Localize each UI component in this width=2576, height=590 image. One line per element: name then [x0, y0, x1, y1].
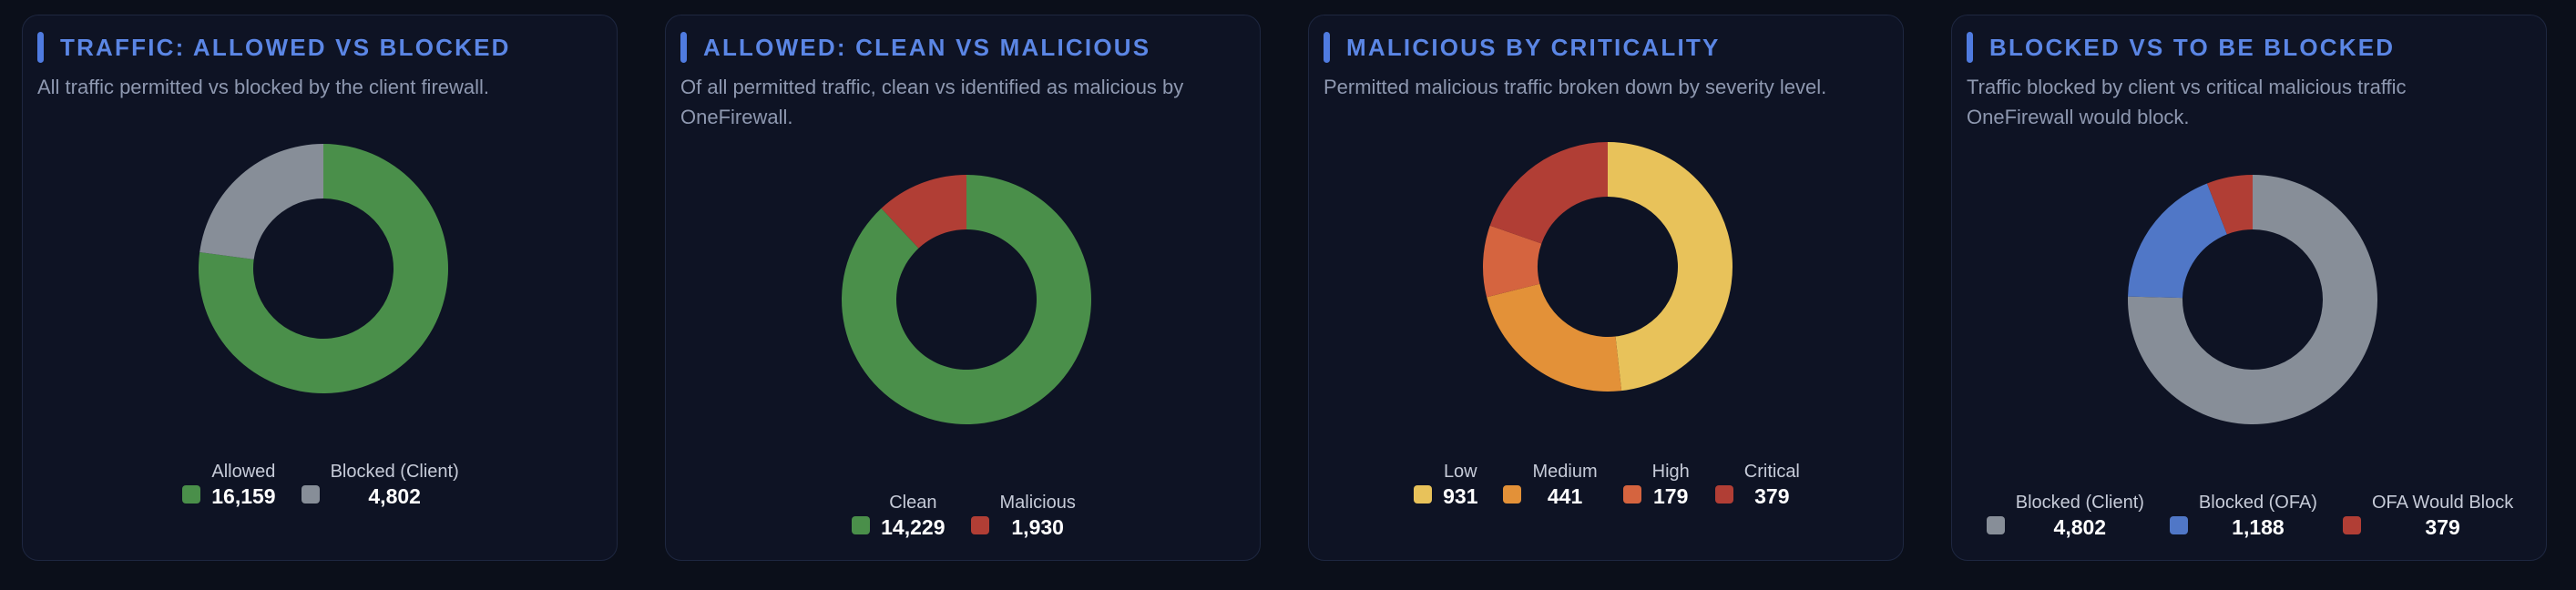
title-accent-bar: [680, 32, 687, 63]
legend-text: Clean 14,229: [881, 491, 945, 540]
slice-clean[interactable]: [842, 175, 1091, 424]
legend-label: High: [1651, 462, 1690, 482]
slice-low[interactable]: [1608, 142, 1733, 392]
legend-item-blocked-client[interactable]: Blocked (Client) 4,802: [1986, 491, 2144, 540]
legend-label: Critical: [1743, 462, 1800, 482]
legend-label: Malicious: [999, 493, 1076, 513]
donut-chart: [199, 144, 448, 393]
slice-allowed[interactable]: [199, 144, 448, 393]
chart-card-allowed: ALLOWED: CLEAN VS MALICIOUS Of all permi…: [665, 15, 1261, 561]
slice-blocked-client[interactable]: [2128, 175, 2377, 424]
legend-item-low[interactable]: Low 931: [1414, 460, 1477, 509]
legend-value: 14,229: [881, 515, 946, 539]
card-title: BLOCKED VS TO BE BLOCKED: [1989, 33, 2396, 61]
legend-item-allowed[interactable]: Allowed 16,159: [182, 460, 276, 509]
legend-value: 4,802: [2053, 515, 2107, 539]
legend-swatch: [1622, 485, 1641, 504]
legend-item-clean[interactable]: Clean 14,229: [852, 491, 946, 540]
card-header: BLOCKED VS TO BE BLOCKED: [1967, 32, 2395, 63]
chart-legend: Blocked (Client) 4,802 Blocked (OFA) 1,188 O…: [1952, 491, 2548, 540]
legend-swatch: [182, 485, 201, 504]
legend-swatch: [1503, 485, 1522, 504]
legend-text: Blocked (OFA) 1,188: [2199, 491, 2317, 540]
legend-text: Blocked (Client) 4,802: [331, 460, 459, 509]
legend-swatch: [1414, 485, 1433, 504]
slice-blocked-ofa[interactable]: [2128, 183, 2227, 299]
card-title: MALICIOUS BY CRITICALITY: [1346, 33, 1721, 61]
legend-swatch: [2342, 516, 2361, 534]
donut-chart: [2128, 175, 2377, 424]
legend-swatch: [1714, 485, 1733, 504]
slice-ofa-would-block[interactable]: [2206, 175, 2253, 235]
legend-value: 379: [2425, 515, 2460, 539]
legend-value: 1,188: [2232, 515, 2285, 539]
legend-text: Malicious 1,930: [1000, 491, 1076, 540]
card-header: MALICIOUS BY CRITICALITY: [1324, 32, 1721, 63]
legend-value: 441: [1547, 484, 1583, 508]
legend-swatch: [852, 516, 871, 534]
legend-label: Low: [1443, 462, 1477, 482]
card-header: ALLOWED: CLEAN VS MALICIOUS: [680, 32, 1150, 63]
card-description: All traffic permitted vs blocked by the …: [37, 76, 490, 98]
legend-value: 931: [1443, 484, 1478, 508]
card-header: TRAFFIC: ALLOWED VS BLOCKED: [37, 32, 511, 63]
legend-text: Blocked (Client) 4,802: [2016, 491, 2144, 540]
legend-value: 4,802: [368, 484, 421, 508]
card-title: TRAFFIC: ALLOWED VS BLOCKED: [60, 33, 511, 61]
legend-item-ofa-would-block[interactable]: OFA Would Block 379: [2342, 491, 2513, 540]
legend-item-blocked-ofa[interactable]: Blocked (OFA) 1,188: [2169, 491, 2317, 540]
title-accent-bar: [1324, 32, 1330, 63]
legend-value: 1,930: [1011, 515, 1064, 539]
slice-malicious[interactable]: [881, 175, 966, 249]
legend-label: Blocked (Client): [330, 462, 459, 482]
legend-swatch: [301, 485, 320, 504]
legend-swatch: [970, 516, 989, 534]
card-title: ALLOWED: CLEAN VS MALICIOUS: [703, 33, 1151, 61]
legend-text: Critical 379: [1744, 460, 1800, 509]
legend-text: Low 931: [1443, 460, 1477, 509]
legend-label: OFA Would Block: [2371, 493, 2514, 513]
chart-card-blocked: BLOCKED VS TO BE BLOCKED Traffic blocked…: [1951, 15, 2547, 561]
legend-label: Medium: [1532, 462, 1598, 482]
legend-label: Blocked (OFA): [2198, 493, 2317, 513]
legend-value: 16,159: [211, 484, 276, 508]
chart-card-criticality: MALICIOUS BY CRITICALITY Permitted malic…: [1308, 15, 1904, 561]
card-description: Permitted malicious traffic broken down …: [1324, 76, 1827, 98]
title-accent-bar: [1967, 32, 1973, 63]
legend-swatch: [2169, 516, 2188, 534]
legend-item-critical[interactable]: Critical 379: [1714, 460, 1800, 509]
legend-text: OFA Would Block 379: [2372, 491, 2513, 540]
card-description: Of all permitted traffic, clean vs ident…: [680, 76, 1184, 128]
card-description: Traffic blocked by client vs critical ma…: [1967, 76, 2407, 128]
legend-label: Clean: [889, 493, 937, 513]
slice-critical[interactable]: [1489, 142, 1608, 244]
chart-legend: Allowed 16,159 Blocked (Client) 4,802: [23, 460, 618, 509]
chart-card-traffic: TRAFFIC: ALLOWED VS BLOCKED All traffic …: [22, 15, 618, 561]
legend-label: Blocked (Client): [2015, 493, 2144, 513]
chart-legend: Clean 14,229 Malicious 1,930: [666, 491, 1262, 540]
legend-item-high[interactable]: High 179: [1622, 460, 1690, 509]
legend-item-blocked-client[interactable]: Blocked (Client) 4,802: [301, 460, 459, 509]
legend-text: High 179: [1652, 460, 1690, 509]
legend-label: Allowed: [211, 462, 276, 482]
donut-chart: [1483, 142, 1733, 392]
legend-text: Allowed 16,159: [211, 460, 275, 509]
title-accent-bar: [37, 32, 44, 63]
legend-value: 179: [1653, 484, 1689, 508]
chart-legend: Low 931 Medium 441 High 179 Critical 379: [1309, 460, 1905, 509]
slice-blocked-client[interactable]: [199, 144, 323, 259]
legend-swatch: [1986, 516, 2005, 534]
donut-chart: [842, 175, 1091, 424]
legend-text: Medium 441: [1532, 460, 1597, 509]
legend-item-malicious[interactable]: Malicious 1,930: [970, 491, 1076, 540]
legend-item-medium[interactable]: Medium 441: [1503, 460, 1598, 509]
legend-value: 379: [1754, 484, 1790, 508]
slice-medium[interactable]: [1487, 283, 1622, 392]
slice-high[interactable]: [1483, 225, 1542, 298]
